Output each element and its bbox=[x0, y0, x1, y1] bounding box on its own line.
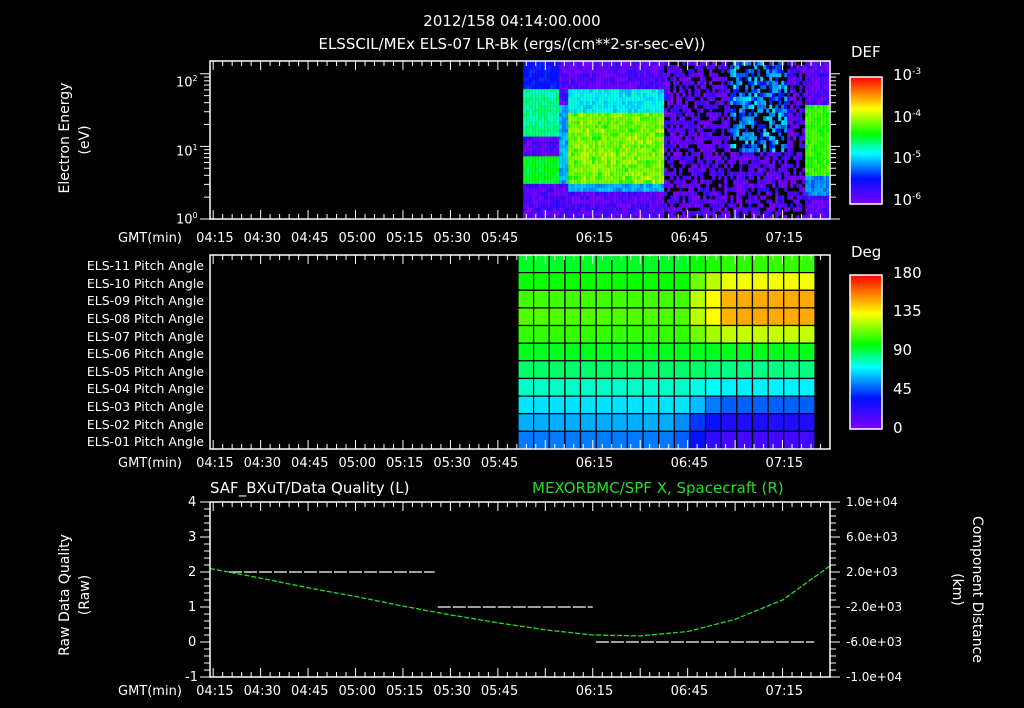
xtick-label: 05:00 bbox=[338, 456, 376, 471]
ytick-right: 2.0e+03 bbox=[846, 565, 898, 579]
pitch-row-label: ELS-07 Pitch Angle bbox=[86, 328, 204, 344]
ytick-right: -2.0e+03 bbox=[846, 600, 903, 614]
ytick-right: 1.0e+04 bbox=[846, 495, 898, 509]
xtick-label: 04:45 bbox=[291, 684, 329, 699]
xtick-label: 04:30 bbox=[243, 456, 282, 471]
ytick-left: 3 bbox=[188, 530, 197, 545]
ytick-left: 1 bbox=[188, 600, 197, 615]
xtick-label: 04:45 bbox=[291, 231, 329, 246]
lineplot-xaxis-label: GMT(min) bbox=[118, 684, 182, 699]
xtick-label: 05:00 bbox=[338, 684, 376, 699]
xtick-label: 05:30 bbox=[433, 684, 471, 699]
lineplot-ylabel-right: Component Distance bbox=[969, 516, 985, 663]
xtick-label: 05:00 bbox=[338, 231, 376, 246]
deg-colorbar-title: Deg bbox=[851, 243, 882, 261]
xtick-label: 06:45 bbox=[670, 231, 709, 246]
pitch-row-label: ELS-10 Pitch Angle bbox=[86, 275, 204, 291]
xtick-label: 06:15 bbox=[575, 456, 614, 471]
ytick-1e0: 100 bbox=[176, 211, 198, 228]
xtick-label: 05:15 bbox=[385, 231, 424, 246]
xtick-label: 05:30 bbox=[433, 456, 471, 471]
spectrogram-yunit: (eV) bbox=[77, 125, 93, 155]
xtick-label: 05:45 bbox=[480, 684, 519, 699]
ytick-left: 0 bbox=[188, 635, 197, 650]
ytick-right: -6.0e+03 bbox=[846, 635, 903, 649]
def-tick-3: 10-6 bbox=[893, 191, 922, 209]
line-series bbox=[209, 565, 831, 643]
deg-tick-90: 90 bbox=[893, 341, 913, 359]
ytick-right: 6.0e+03 bbox=[846, 530, 898, 544]
left-series-title: SAF_BXuT/Data Quality (L) bbox=[210, 479, 410, 497]
axes-frames bbox=[200, 60, 840, 678]
xtick-label: 04:30 bbox=[243, 231, 282, 246]
xtick-label: 05:30 bbox=[433, 231, 471, 246]
ytick-1e1: 101 bbox=[176, 143, 198, 160]
xtick-label: 07:15 bbox=[765, 456, 804, 471]
deg-tick-45: 45 bbox=[893, 380, 913, 398]
xtick-label: 05:15 bbox=[385, 456, 424, 471]
def-colorbar-title: DEF bbox=[851, 43, 881, 61]
pitch-row-label: ELS-02 Pitch Angle bbox=[86, 416, 204, 432]
xtick-label: 04:15 bbox=[196, 684, 234, 699]
pitch-row-label: ELS-09 Pitch Angle bbox=[86, 293, 204, 309]
pitch-row-label: ELS-11 Pitch Angle bbox=[86, 258, 204, 273]
xtick-label: 04:45 bbox=[291, 456, 329, 471]
ytick-left: 4 bbox=[188, 495, 197, 510]
right-series-title: MEXORBMC/SPF X, Spacecraft (R) bbox=[532, 479, 784, 497]
timestamp-title: 2012/158 04:14:00.000 bbox=[423, 12, 601, 30]
def-colorbar bbox=[849, 76, 883, 205]
xtick-label: 04:30 bbox=[243, 684, 282, 699]
lineplot-yunit-right: (km) bbox=[949, 573, 965, 606]
ytick-left: -1 bbox=[185, 670, 198, 685]
pitch-row-label: ELS-03 Pitch Angle bbox=[86, 399, 204, 415]
deg-tick-135: 135 bbox=[893, 302, 922, 320]
def-tick-0: 10-3 bbox=[893, 66, 922, 84]
pitch-row-label: ELS-06 Pitch Angle bbox=[86, 346, 204, 362]
xtick-label: 07:15 bbox=[765, 231, 804, 246]
pitch-row-label: ELS-05 Pitch Angle bbox=[86, 363, 204, 379]
deg-colorbar bbox=[849, 274, 883, 430]
xtick-label: 06:15 bbox=[575, 684, 614, 699]
def-tick-2: 10-5 bbox=[893, 149, 922, 167]
ytick-left: 2 bbox=[188, 565, 197, 580]
xtick-label: 05:45 bbox=[480, 456, 519, 471]
spectrogram-heatmap bbox=[523, 61, 830, 220]
xtick-label: 06:45 bbox=[670, 684, 709, 699]
xtick-label: 07:15 bbox=[765, 684, 804, 699]
ytick-1e2: 102 bbox=[176, 74, 198, 91]
plot-title: ELSSCIL/MEx ELS-07 LR-Bk (ergs/(cm**2-sr… bbox=[318, 35, 706, 53]
spectrogram-ylabel: Electron Energy bbox=[57, 82, 73, 194]
pitch-row-label: ELS-08 Pitch Angle bbox=[86, 310, 204, 326]
lineplot-yunit-left: (Raw) bbox=[77, 574, 93, 616]
xtick-label: 04:15 bbox=[196, 231, 234, 246]
xtick-label: 06:45 bbox=[670, 456, 709, 471]
pitch-row-label: ELS-01 Pitch Angle bbox=[86, 434, 204, 450]
def-tick-1: 10-4 bbox=[893, 108, 922, 126]
xtick-label: 04:15 bbox=[196, 456, 234, 471]
pitch-row-label: ELS-04 Pitch Angle bbox=[86, 381, 204, 397]
pitch-angle-heatmap bbox=[517, 254, 816, 450]
pitch-xaxis-label: GMT(min) bbox=[118, 456, 182, 471]
xtick-label: 06:15 bbox=[575, 231, 614, 246]
deg-tick-0: 0 bbox=[893, 419, 903, 437]
ytick-right: -1.0e+04 bbox=[846, 670, 903, 684]
spectrogram-xaxis-label: GMT(min) bbox=[118, 231, 182, 246]
xtick-label: 05:15 bbox=[385, 684, 424, 699]
deg-tick-180: 180 bbox=[893, 264, 922, 282]
lineplot-ylabel-left: Raw Data Quality bbox=[57, 534, 73, 656]
xtick-label: 05:45 bbox=[480, 231, 519, 246]
